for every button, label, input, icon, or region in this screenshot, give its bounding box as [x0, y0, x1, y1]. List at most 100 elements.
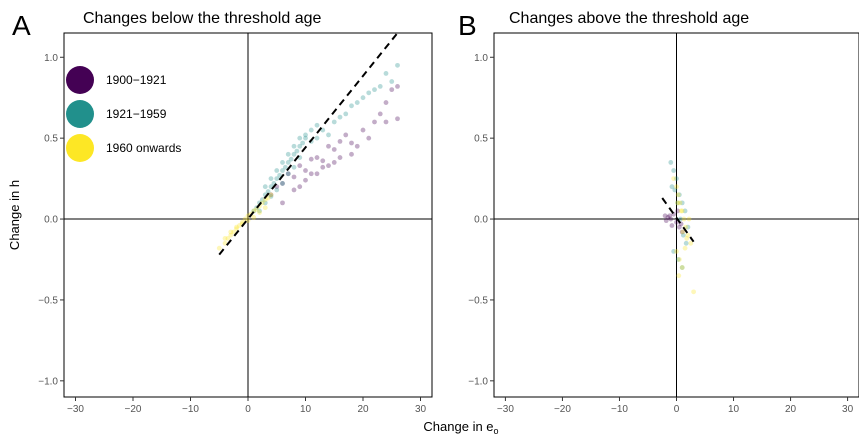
point-2-2 [225, 236, 231, 241]
x-tick-label-5: 20 [357, 404, 369, 415]
point-0-18 [389, 87, 395, 93]
point-0-9 [320, 158, 326, 164]
point-2-18 [680, 229, 686, 235]
point-0-8 [314, 155, 320, 160]
point-1-48 [274, 187, 280, 193]
point-1-7 [669, 184, 675, 190]
point-0-23 [331, 160, 337, 165]
point-1-13 [671, 249, 677, 254]
point-0-5 [676, 224, 682, 230]
point-0-29 [303, 177, 308, 183]
point-0-17 [383, 100, 389, 105]
point-0-16 [372, 119, 377, 125]
point-1-26 [349, 103, 354, 109]
point-1-34 [395, 62, 400, 68]
point-0-8 [667, 213, 673, 219]
point-0-27 [280, 200, 285, 206]
x-axis-title-main: Change in e [423, 419, 493, 434]
point-2-4 [679, 208, 685, 214]
point-0-34 [383, 119, 389, 125]
legend-swatch-2 [66, 134, 94, 162]
point-0-14 [349, 140, 354, 146]
point-2-14 [675, 200, 681, 206]
point-1-6 [685, 224, 691, 230]
y-tick-label-4: 1.0 [44, 53, 58, 64]
point-1-2 [674, 176, 679, 182]
point-0-11 [331, 147, 337, 152]
point-2-19 [228, 229, 234, 235]
point-1-38 [280, 160, 285, 165]
panel-letter: B [458, 10, 477, 41]
x-tick-label-3: 0 [245, 404, 251, 415]
point-2-8 [688, 240, 694, 246]
point-0-7 [308, 156, 314, 162]
point-1-0 [668, 160, 674, 165]
point-2-0 [216, 245, 222, 251]
y-tick-label-1: −0.5 [38, 295, 58, 306]
point-1-37 [274, 168, 280, 173]
point-2-15 [678, 208, 684, 214]
point-1-18 [303, 135, 308, 141]
x-tick-label-5: 20 [785, 404, 797, 415]
plot-area [64, 33, 432, 397]
point-1-12 [285, 160, 291, 165]
point-1-40 [291, 143, 297, 149]
plot-area [494, 33, 859, 397]
point-0-5 [297, 163, 303, 169]
point-2-10 [674, 249, 679, 254]
point-1-27 [354, 100, 360, 105]
point-0-4 [291, 174, 297, 180]
point-1-36 [268, 176, 274, 182]
point-0-10 [675, 208, 681, 214]
x-tick-label-4: 10 [728, 404, 740, 415]
point-1-24 [337, 114, 343, 120]
point-1-11 [282, 164, 288, 170]
point-0-24 [349, 151, 354, 157]
point-1-3 [676, 192, 682, 198]
point-0-0 [268, 192, 274, 198]
point-0-21 [308, 171, 314, 177]
point-1-39 [285, 151, 291, 157]
point-1-41 [297, 135, 303, 141]
point-1-42 [303, 132, 308, 138]
y-tick-label-0: −1.0 [38, 376, 58, 387]
y-tick-label-0: −1.0 [468, 376, 488, 387]
x-tick-label-6: 30 [842, 404, 854, 415]
point-1-33 [389, 79, 395, 84]
x-tick-label-1: −20 [125, 404, 142, 415]
point-2-25 [262, 205, 268, 211]
point-2-11 [676, 257, 682, 262]
point-1-5 [682, 208, 688, 214]
y-tick-label-2: 0.0 [474, 215, 488, 226]
point-0-30 [314, 171, 320, 177]
point-1-15 [294, 148, 300, 154]
point-2-19 [686, 216, 692, 222]
point-1-10 [280, 168, 285, 173]
fit-line [661, 197, 695, 243]
point-2-17 [676, 273, 682, 279]
point-1-47 [268, 193, 274, 199]
point-0-2 [668, 216, 674, 222]
point-1-31 [377, 83, 383, 89]
point-1-19 [308, 127, 314, 133]
point-1-14 [291, 151, 297, 157]
point-0-33 [354, 143, 360, 149]
point-2-8 [242, 216, 248, 222]
y-tick-label-2: 0.0 [44, 215, 58, 226]
point-0-7 [663, 218, 669, 224]
point-1-11 [680, 232, 686, 238]
point-2-1 [674, 184, 679, 190]
point-0-6 [303, 168, 308, 173]
point-1-8 [274, 176, 280, 182]
point-0-0 [662, 213, 668, 219]
point-0-20 [297, 184, 303, 190]
point-0-19 [395, 116, 400, 122]
point-2-24 [257, 210, 262, 215]
point-0-10 [326, 143, 331, 149]
y-tick-label-3: 0.5 [44, 134, 58, 145]
point-0-6 [679, 229, 685, 235]
point-2-3 [228, 232, 234, 238]
point-0-9 [669, 223, 675, 228]
point-0-2 [280, 181, 285, 186]
